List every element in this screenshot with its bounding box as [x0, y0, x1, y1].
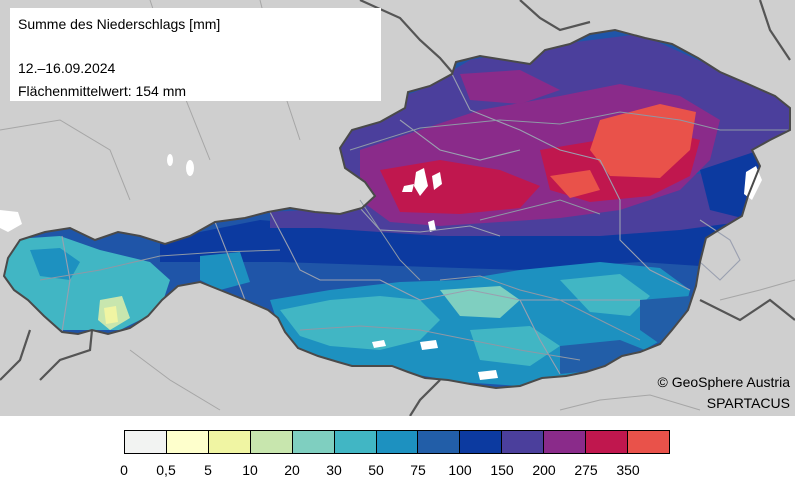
legend-label: 100 [448, 462, 472, 478]
legend-label: 150 [490, 462, 514, 478]
precipitation-map: Summe des Niederschlags [mm] 12.–16.09.2… [0, 0, 795, 416]
legend-labels: 0 0,5 5 10 20 30 50 75 100 150 200 275 350 [0, 462, 795, 482]
legend-label: 350 [616, 462, 640, 478]
precip-field [4, 34, 790, 386]
legend-label: 200 [532, 462, 556, 478]
legend-label: 20 [284, 462, 300, 478]
legend-swatch [166, 431, 209, 453]
legend-swatch [544, 431, 587, 453]
title-box: Summe des Niederschlags [mm] 12.–16.09.2… [10, 8, 381, 101]
legend-swatch [292, 431, 335, 453]
legend-swatch [250, 431, 293, 453]
legend-swatch [586, 431, 629, 453]
legend-label: 0 [120, 462, 128, 478]
legend-swatch [208, 431, 251, 453]
rivers [39, 111, 790, 361]
legend-swatch [502, 431, 545, 453]
legend-label: 0,5 [156, 462, 176, 478]
period-label: 12.–16.09.2024 [18, 60, 116, 76]
legend-label: 75 [410, 462, 426, 478]
legend-swatch [460, 431, 503, 453]
austria-border [2, 28, 791, 390]
legend-swatch [628, 431, 669, 453]
map-canvas [0, 0, 795, 416]
map-title: Summe des Niederschlags [mm] [18, 16, 221, 32]
area-mean-label: Flächenmittelwert: 154 mm [18, 83, 187, 99]
legend-label: 5 [204, 462, 212, 478]
copyright-label: © GeoSphere Austria [657, 374, 790, 390]
state-borders [61, 73, 741, 375]
legend-label: 50 [368, 462, 384, 478]
legend-swatch [376, 431, 419, 453]
legend-label: 10 [242, 462, 258, 478]
neighbor-lakes [0, 154, 194, 232]
legend-swatch [125, 431, 167, 453]
legend-label: 30 [326, 462, 342, 478]
color-legend [124, 430, 670, 454]
neighbor-borders [0, 0, 795, 416]
legend-swatch [334, 431, 377, 453]
legend-label: 275 [574, 462, 598, 478]
legend-swatch [418, 431, 461, 453]
credits: © GeoSphere Austria SPARTACUS [657, 372, 790, 414]
dataset-label: SPARTACUS [706, 395, 790, 411]
